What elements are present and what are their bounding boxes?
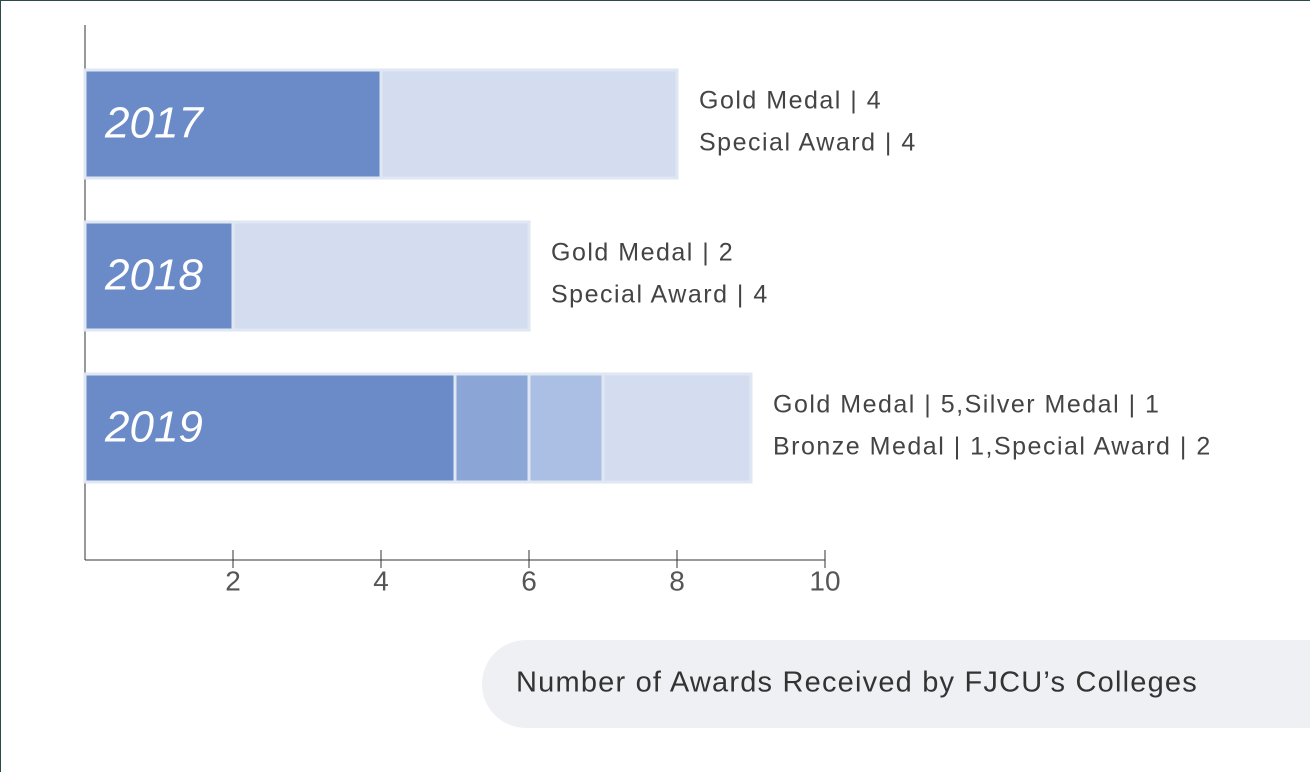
bar-segment xyxy=(83,220,235,332)
chart-title: Number of Awards Received by FJCU’s Coll… xyxy=(516,667,1198,699)
category-label: 2019 xyxy=(104,403,203,452)
x-tick-label: 10 xyxy=(809,565,840,596)
annotation: Special Award | 4 xyxy=(699,129,917,157)
bar-segment xyxy=(527,372,605,484)
annotation: Gold Medal | 2 xyxy=(551,239,734,267)
x-tick-label: 6 xyxy=(521,565,537,596)
annotation: Bronze Medal | 1,Special Award | 2 xyxy=(773,433,1212,461)
category-label: 2018 xyxy=(104,251,203,300)
x-tick-label: 8 xyxy=(669,565,685,596)
x-tick-label: 2 xyxy=(225,565,241,596)
bar-segment xyxy=(83,68,383,180)
bar-segment xyxy=(453,372,531,484)
title-pill xyxy=(482,640,1310,728)
category-label: 2017 xyxy=(104,99,204,148)
annotation: Gold Medal | 4 xyxy=(699,87,882,115)
annotation: Special Award | 4 xyxy=(551,281,769,309)
bar-segment xyxy=(601,372,753,484)
bar-segment xyxy=(379,68,679,180)
bar-segment xyxy=(231,220,531,332)
x-tick-label: 4 xyxy=(373,565,389,596)
annotation: Gold Medal | 5,Silver Medal | 1 xyxy=(773,391,1160,419)
